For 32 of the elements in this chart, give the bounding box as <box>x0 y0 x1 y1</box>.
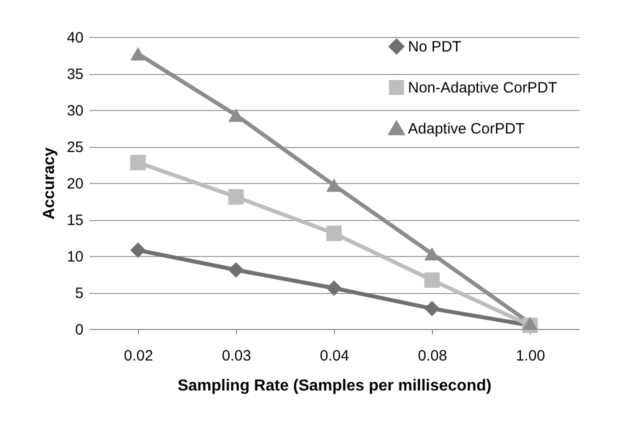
point <box>424 247 440 261</box>
point <box>228 108 244 122</box>
point <box>326 226 342 242</box>
legend-label: Adaptive CorPDT <box>408 120 525 138</box>
y-tick-label: 0 <box>75 322 84 338</box>
point <box>130 154 146 170</box>
y-tick-label: 5 <box>75 285 84 302</box>
y-tick-label: 15 <box>66 212 84 229</box>
x-tick-label: 1.00 <box>516 348 546 364</box>
point <box>130 47 146 60</box>
x-tick-label: 0.08 <box>418 348 448 364</box>
x-tick-label: 0.04 <box>320 348 350 364</box>
point <box>326 178 342 192</box>
y-tick-label: 10 <box>66 248 84 266</box>
point <box>326 280 342 296</box>
y-axis-title: Accuracy <box>40 147 58 220</box>
y-tick-label: 40 <box>66 30 84 46</box>
point <box>228 262 244 278</box>
y-tick-label: 35 <box>66 66 84 83</box>
point <box>424 300 440 316</box>
point <box>424 272 440 288</box>
point <box>522 316 538 330</box>
x-tick-label: 0.03 <box>222 348 252 364</box>
y-tick-label: 20 <box>66 176 84 192</box>
point <box>130 242 146 258</box>
x-axis-title: Sampling Rate (Samples per millisecond) <box>178 378 492 394</box>
y-tick-label: 25 <box>66 139 84 156</box>
y-tick-label: 30 <box>66 102 84 120</box>
legend-label: Non-Adaptive CorPDT <box>408 80 558 96</box>
legend-label: No PDT <box>408 38 462 56</box>
point <box>228 189 244 205</box>
x-tick-label: 0.02 <box>124 348 154 364</box>
